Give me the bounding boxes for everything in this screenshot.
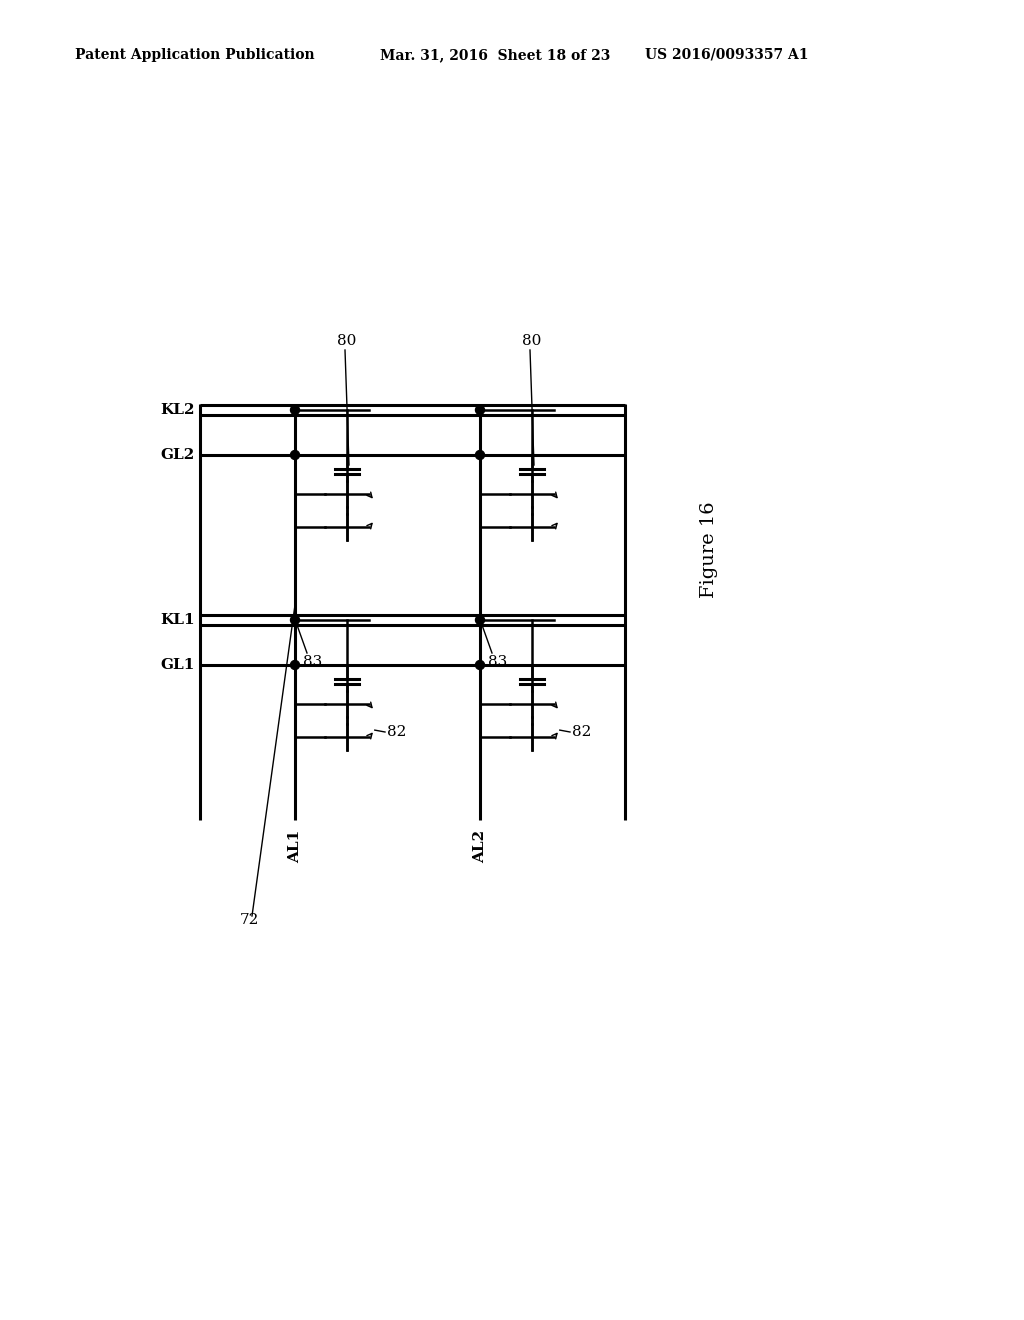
Text: 82: 82 — [572, 725, 592, 739]
Circle shape — [291, 405, 299, 414]
Circle shape — [475, 615, 484, 624]
Text: GL2: GL2 — [161, 447, 195, 462]
Text: 83: 83 — [488, 655, 507, 669]
Circle shape — [291, 450, 299, 459]
Text: Patent Application Publication: Patent Application Publication — [75, 48, 314, 62]
Circle shape — [475, 450, 484, 459]
Circle shape — [291, 660, 299, 669]
Circle shape — [291, 615, 299, 624]
Text: KL1: KL1 — [161, 612, 195, 627]
Text: US 2016/0093357 A1: US 2016/0093357 A1 — [645, 48, 809, 62]
Text: GL1: GL1 — [161, 657, 195, 672]
Text: KL2: KL2 — [161, 403, 195, 417]
Text: AL1: AL1 — [288, 830, 302, 863]
Text: 80: 80 — [522, 334, 542, 348]
Text: 80: 80 — [337, 334, 356, 348]
Text: Mar. 31, 2016  Sheet 18 of 23: Mar. 31, 2016 Sheet 18 of 23 — [380, 48, 610, 62]
Circle shape — [475, 405, 484, 414]
Text: 83: 83 — [303, 655, 323, 669]
Text: 82: 82 — [387, 725, 407, 739]
Circle shape — [475, 660, 484, 669]
Text: AL2: AL2 — [473, 830, 487, 863]
Text: 72: 72 — [240, 913, 259, 927]
Text: Figure 16: Figure 16 — [700, 502, 718, 598]
